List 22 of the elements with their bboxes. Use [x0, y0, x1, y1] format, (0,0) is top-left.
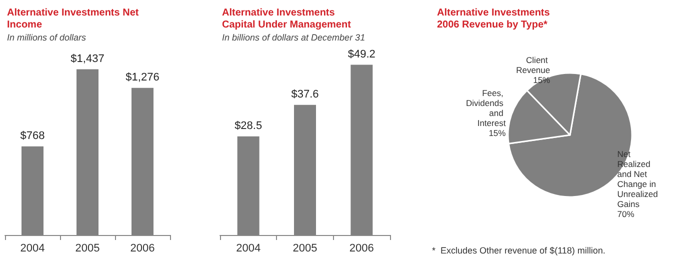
- chart-subtitle: In billions of dollars at December 31: [222, 32, 366, 42]
- chart-title: Alternative Investments 2006 Revenue by Type*: [437, 8, 553, 30]
- slice-label: Client Revenue: [516, 54, 550, 75]
- x-tick-label: 2004: [236, 242, 261, 254]
- chart-subtitle: In millions of dollars: [7, 32, 87, 42]
- data-label: $1,276: [126, 71, 160, 84]
- text: * Excludes Other revenue of $(118) million.: [432, 246, 606, 256]
- x-tick-label: 2004: [20, 242, 45, 254]
- data-label: 15%: [488, 128, 506, 138]
- chart-title: Alternative Investments Net Income: [7, 8, 142, 30]
- x-tick-label: 2006: [349, 242, 374, 254]
- x-tick-label: 2005: [292, 242, 318, 254]
- data-label: $28.5: [234, 120, 262, 132]
- x-tick-label: 2006: [130, 242, 155, 254]
- data-label: $49.2: [348, 48, 376, 60]
- data-label: $37.6: [291, 88, 319, 100]
- slice-label: Fees, Dividends and Interest: [466, 88, 506, 128]
- data-label: 70%: [617, 208, 635, 219]
- x-tick-label: 2005: [75, 242, 100, 254]
- data-label: $1,437: [70, 52, 104, 65]
- data-label: $768: [20, 130, 45, 142]
- chart-title: Alternative Investments Capital Under Management: [222, 8, 352, 30]
